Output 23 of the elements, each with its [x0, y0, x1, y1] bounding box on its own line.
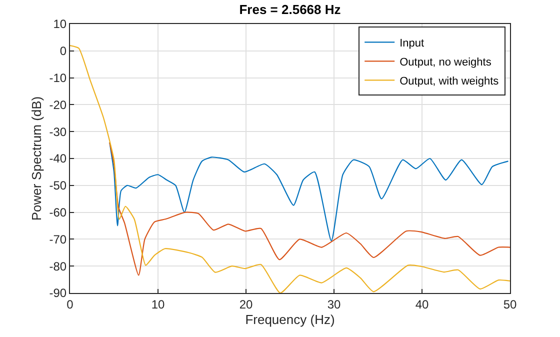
y-tick-label: -10 — [49, 71, 67, 85]
legend-label: Output, no weights — [400, 56, 492, 68]
x-tick-label: 50 — [503, 297, 517, 312]
x-tick-label: 30 — [327, 297, 341, 312]
y-tick-label: -60 — [49, 206, 67, 220]
y-axis-title: Power Spectrum (dB) — [29, 96, 44, 221]
y-tick-label: -70 — [49, 232, 67, 246]
x-tick-label: 20 — [239, 297, 253, 312]
y-tick-label: -20 — [49, 98, 67, 112]
y-tick-label: -40 — [49, 152, 67, 166]
line-series — [109, 142, 510, 276]
legend-label: Output, with weights — [400, 75, 500, 88]
x-axis-title: Frequency (Hz) — [245, 312, 335, 327]
x-tick-label: 10 — [151, 297, 165, 312]
y-tick-label: 0 — [60, 44, 67, 58]
legend-label: Input — [400, 37, 424, 50]
y-tick-label: -80 — [49, 259, 67, 274]
y-tick-label: -50 — [49, 178, 67, 193]
y-tick-label: -90 — [49, 286, 67, 300]
x-tick-label: 40 — [415, 297, 429, 312]
y-tick-label: -30 — [49, 124, 67, 139]
y-tick-label: 10 — [53, 17, 67, 32]
chart-title: Fres = 2.5668 Hz — [239, 2, 342, 18]
